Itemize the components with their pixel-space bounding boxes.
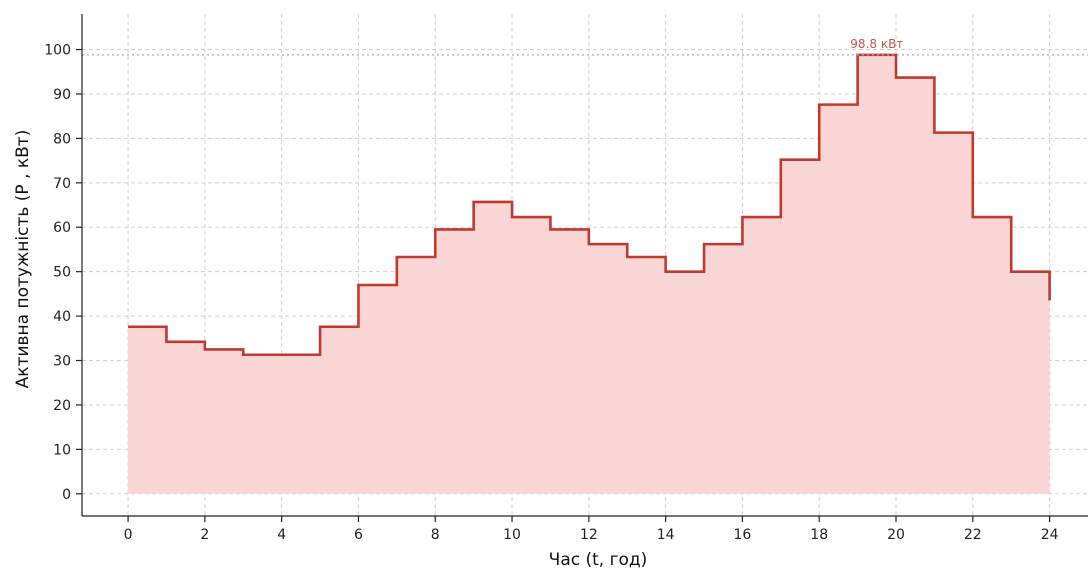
step-line bbox=[128, 53, 1051, 357]
y-tick-label: 0 bbox=[62, 487, 71, 503]
x-tick-label: 24 bbox=[1041, 527, 1059, 543]
area-layer bbox=[128, 53, 1051, 494]
y-tick-label: 20 bbox=[53, 398, 71, 414]
ticks: 0 2 4 6 8 10 12 14 16 18 20 22 240102030405060708090… bbox=[44, 43, 1058, 543]
y-tick-label: 90 bbox=[53, 87, 71, 103]
x-tick-label: 2 bbox=[200, 527, 209, 543]
x-tick-label: 6 bbox=[354, 527, 363, 543]
x-tick-label: 22 bbox=[964, 527, 982, 543]
y-tick-label: 50 bbox=[53, 265, 71, 281]
y-axis-label: Активна потужність (P , кВт) bbox=[13, 130, 33, 389]
x-tick-label: 16 bbox=[734, 527, 752, 543]
y-tick-label: 100 bbox=[44, 43, 71, 59]
x-axis-label: Час (t, год) bbox=[549, 550, 648, 570]
x-tick-label: 8 bbox=[431, 527, 440, 543]
y-tick-label: 10 bbox=[53, 442, 71, 458]
y-tick-label: 80 bbox=[53, 131, 71, 147]
x-tick-label: 0 bbox=[124, 527, 133, 543]
axes bbox=[81, 14, 1088, 517]
y-tick-label: 60 bbox=[53, 220, 71, 236]
x-tick-label: 12 bbox=[580, 527, 598, 543]
x-tick-label: 14 bbox=[657, 527, 675, 543]
area-fill bbox=[128, 54, 1050, 494]
x-tick-label: 10 bbox=[503, 527, 521, 543]
x-tick-label: 18 bbox=[810, 527, 828, 543]
y-tick-label: 30 bbox=[53, 354, 71, 370]
y-tick-label: 70 bbox=[53, 176, 71, 192]
x-tick-label: 20 bbox=[887, 527, 905, 543]
peak-label: 98.8 кВт bbox=[850, 37, 903, 51]
peak-layer: 98.8 кВт bbox=[82, 37, 1088, 56]
y-tick-label: 40 bbox=[53, 309, 71, 325]
x-tick-label: 4 bbox=[277, 527, 286, 543]
